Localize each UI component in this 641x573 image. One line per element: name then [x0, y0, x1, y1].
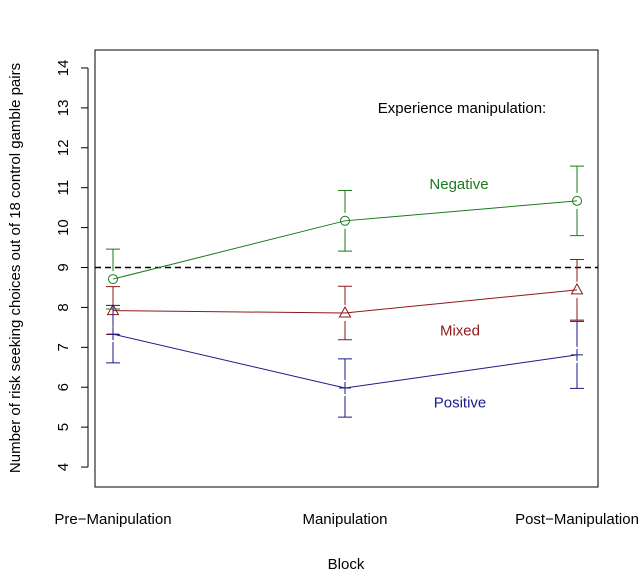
marker	[107, 328, 119, 341]
marker	[108, 274, 118, 285]
error-bar	[338, 358, 352, 381]
y-tick-label: 10	[55, 219, 72, 236]
y-tick-label: 13	[55, 100, 72, 117]
error-bar	[338, 228, 352, 252]
marker	[571, 348, 583, 361]
error-bar	[570, 208, 584, 237]
y-axis-label: Number of risk seeking choices out of 18…	[7, 63, 24, 473]
marker	[572, 195, 582, 206]
error-bar	[106, 286, 120, 303]
series-line	[112, 200, 578, 280]
error-bar	[106, 248, 120, 272]
error-bar	[570, 165, 584, 193]
x-tick-label: Manipulation	[302, 511, 387, 528]
y-tick-label: 12	[55, 139, 72, 156]
marker	[570, 282, 584, 295]
series-label: Negative	[429, 176, 488, 193]
y-tick-label: 11	[55, 180, 72, 196]
x-tick-label: Pre−Manipulation	[54, 511, 171, 528]
y-tick-label: 7	[55, 343, 72, 351]
series-line	[112, 289, 578, 314]
x-tick-label: Post−Manipulation	[515, 511, 639, 528]
marker	[339, 382, 351, 395]
y-tick-label: 4	[55, 463, 72, 471]
plot-box	[94, 49, 599, 488]
y-tick-label: 9	[55, 263, 72, 271]
marker	[340, 215, 350, 226]
y-tick-label: 5	[55, 423, 72, 431]
error-bar	[570, 259, 584, 282]
series-label: Mixed	[440, 322, 480, 339]
error-bar	[338, 320, 352, 341]
error-bar	[570, 362, 584, 389]
error-bar	[570, 320, 584, 347]
y-tick-label: 14	[55, 60, 72, 77]
error-bar	[570, 297, 584, 321]
error-bar	[106, 342, 120, 364]
error-bar	[106, 304, 120, 327]
marker	[338, 305, 352, 318]
error-bar	[338, 189, 352, 213]
annotation: Experience manipulation:	[378, 100, 546, 117]
series-label: Positive	[434, 394, 487, 411]
y-tick-label: 6	[55, 383, 72, 391]
y-tick-label: 8	[55, 303, 72, 311]
error-bar	[338, 396, 352, 418]
error-bar	[338, 285, 352, 305]
x-axis-label: Block	[328, 556, 365, 573]
